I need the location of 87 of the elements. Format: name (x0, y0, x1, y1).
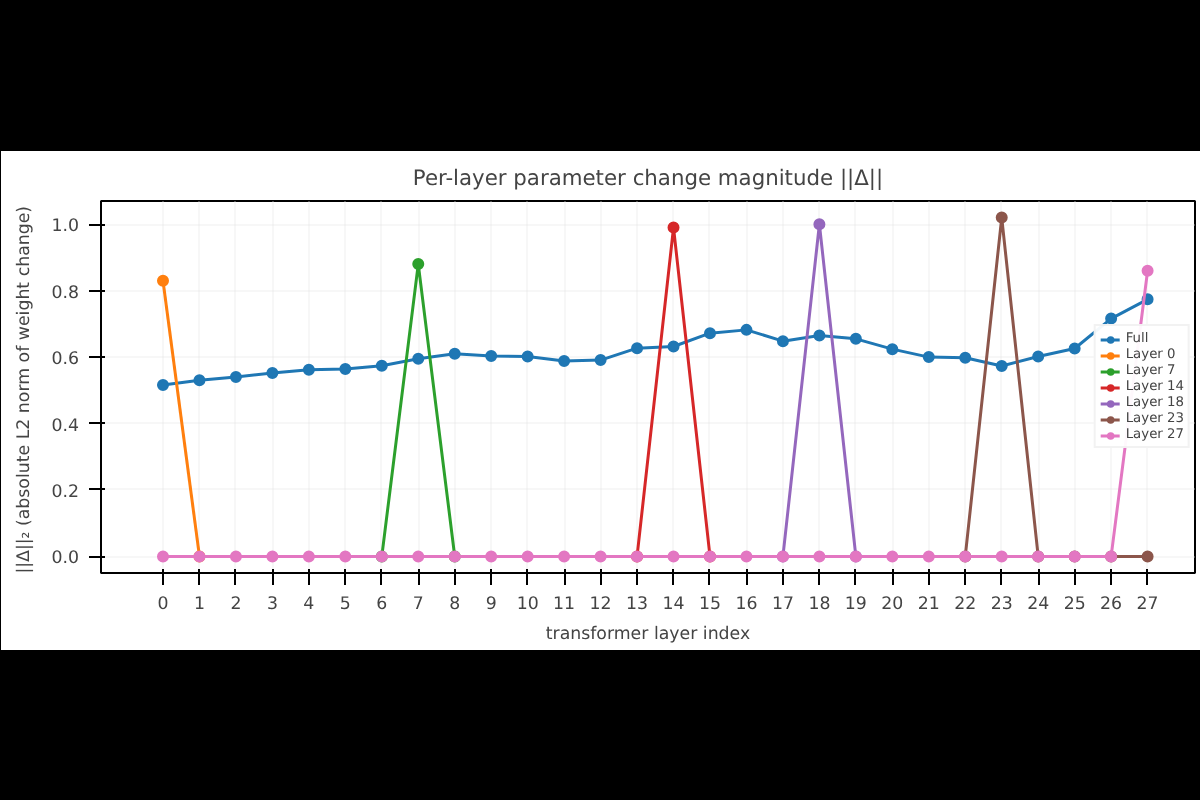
x-tick-label: 10 (516, 595, 539, 615)
point (667, 550, 680, 563)
point (1068, 342, 1081, 355)
x-tick-label: 20 (881, 595, 904, 615)
x-tick-label: 14 (662, 595, 686, 615)
x-axis-title: transformer layer index (545, 625, 751, 645)
x-tick-label: 7 (412, 595, 424, 615)
point (886, 343, 899, 356)
point (156, 274, 169, 287)
point (156, 550, 169, 563)
x-tick-label: 17 (771, 595, 794, 615)
point (485, 550, 498, 563)
point (302, 363, 315, 376)
point (448, 347, 461, 360)
point (1141, 264, 1154, 277)
point (558, 355, 571, 368)
x-tick-label: 15 (698, 595, 722, 615)
point (1105, 312, 1118, 325)
point (995, 211, 1008, 224)
point (995, 360, 1008, 373)
point (266, 367, 279, 380)
point (813, 218, 826, 231)
point (485, 350, 498, 363)
point (229, 550, 242, 563)
x-tick-label: 24 (1027, 595, 1051, 615)
x-tick-label: 12 (589, 595, 612, 615)
point (740, 323, 753, 336)
x-tick-label: 4 (303, 595, 316, 615)
point (1032, 350, 1045, 363)
x-tick-label: 9 (485, 595, 497, 615)
point (412, 550, 425, 563)
point (740, 550, 753, 563)
point (229, 371, 242, 384)
point (412, 258, 425, 271)
point (266, 550, 279, 563)
y-tick-label: 0.4 (51, 416, 80, 437)
y-axis-title: ||Δ||₂ (absolute L2 norm of weight change) (15, 205, 36, 574)
x-tick-label: 16 (735, 595, 758, 615)
point (156, 379, 169, 391)
x-tick-label: 22 (954, 595, 977, 615)
x-tick-label: 23 (990, 595, 1013, 615)
point (339, 363, 352, 376)
y-tick-label: 0.2 (51, 482, 80, 503)
point (521, 350, 534, 363)
x-tick-label: 0 (157, 595, 169, 615)
x-tick-label: 3 (266, 595, 278, 615)
point (959, 351, 972, 364)
x-tick-label: 26 (1100, 595, 1123, 615)
point (667, 221, 680, 234)
x-tick-label: 18 (808, 595, 831, 615)
y-tick-label: 1.0 (51, 217, 80, 238)
x-tick-label: 21 (917, 595, 940, 615)
point (594, 354, 607, 367)
point (631, 342, 644, 355)
point (1141, 550, 1154, 563)
point (339, 550, 352, 563)
point (849, 332, 862, 345)
point (922, 550, 935, 563)
point (594, 550, 607, 563)
x-tick-label: 5 (339, 595, 351, 615)
x-tick-label: 25 (1063, 595, 1086, 615)
point (886, 550, 899, 563)
point (667, 340, 680, 353)
x-tick-label: 2 (230, 595, 242, 615)
chart-title: Per-layer parameter change magnitude ||Δ|| (412, 165, 884, 191)
point (813, 329, 826, 342)
x-tick-label: 27 (1136, 595, 1159, 615)
x-tick-label: 6 (376, 595, 388, 615)
point (302, 550, 315, 563)
point (995, 550, 1008, 563)
point (375, 359, 388, 372)
point (703, 327, 716, 340)
y-tick-label: 0.6 (51, 350, 80, 371)
point (813, 550, 826, 563)
x-tick-label: 1 (193, 595, 205, 615)
y-tick-label: 0.0 (51, 549, 80, 570)
point (412, 352, 425, 365)
x-tick-label: 11 (553, 595, 576, 615)
point (922, 351, 935, 364)
point (193, 374, 206, 387)
point (558, 550, 571, 563)
y-tick-label: 0.8 (51, 283, 80, 304)
x-tick-label: 13 (626, 595, 649, 615)
point (776, 335, 789, 348)
x-tick-label: 19 (844, 595, 867, 615)
x-tick-label: 8 (449, 595, 461, 615)
point (521, 550, 534, 563)
